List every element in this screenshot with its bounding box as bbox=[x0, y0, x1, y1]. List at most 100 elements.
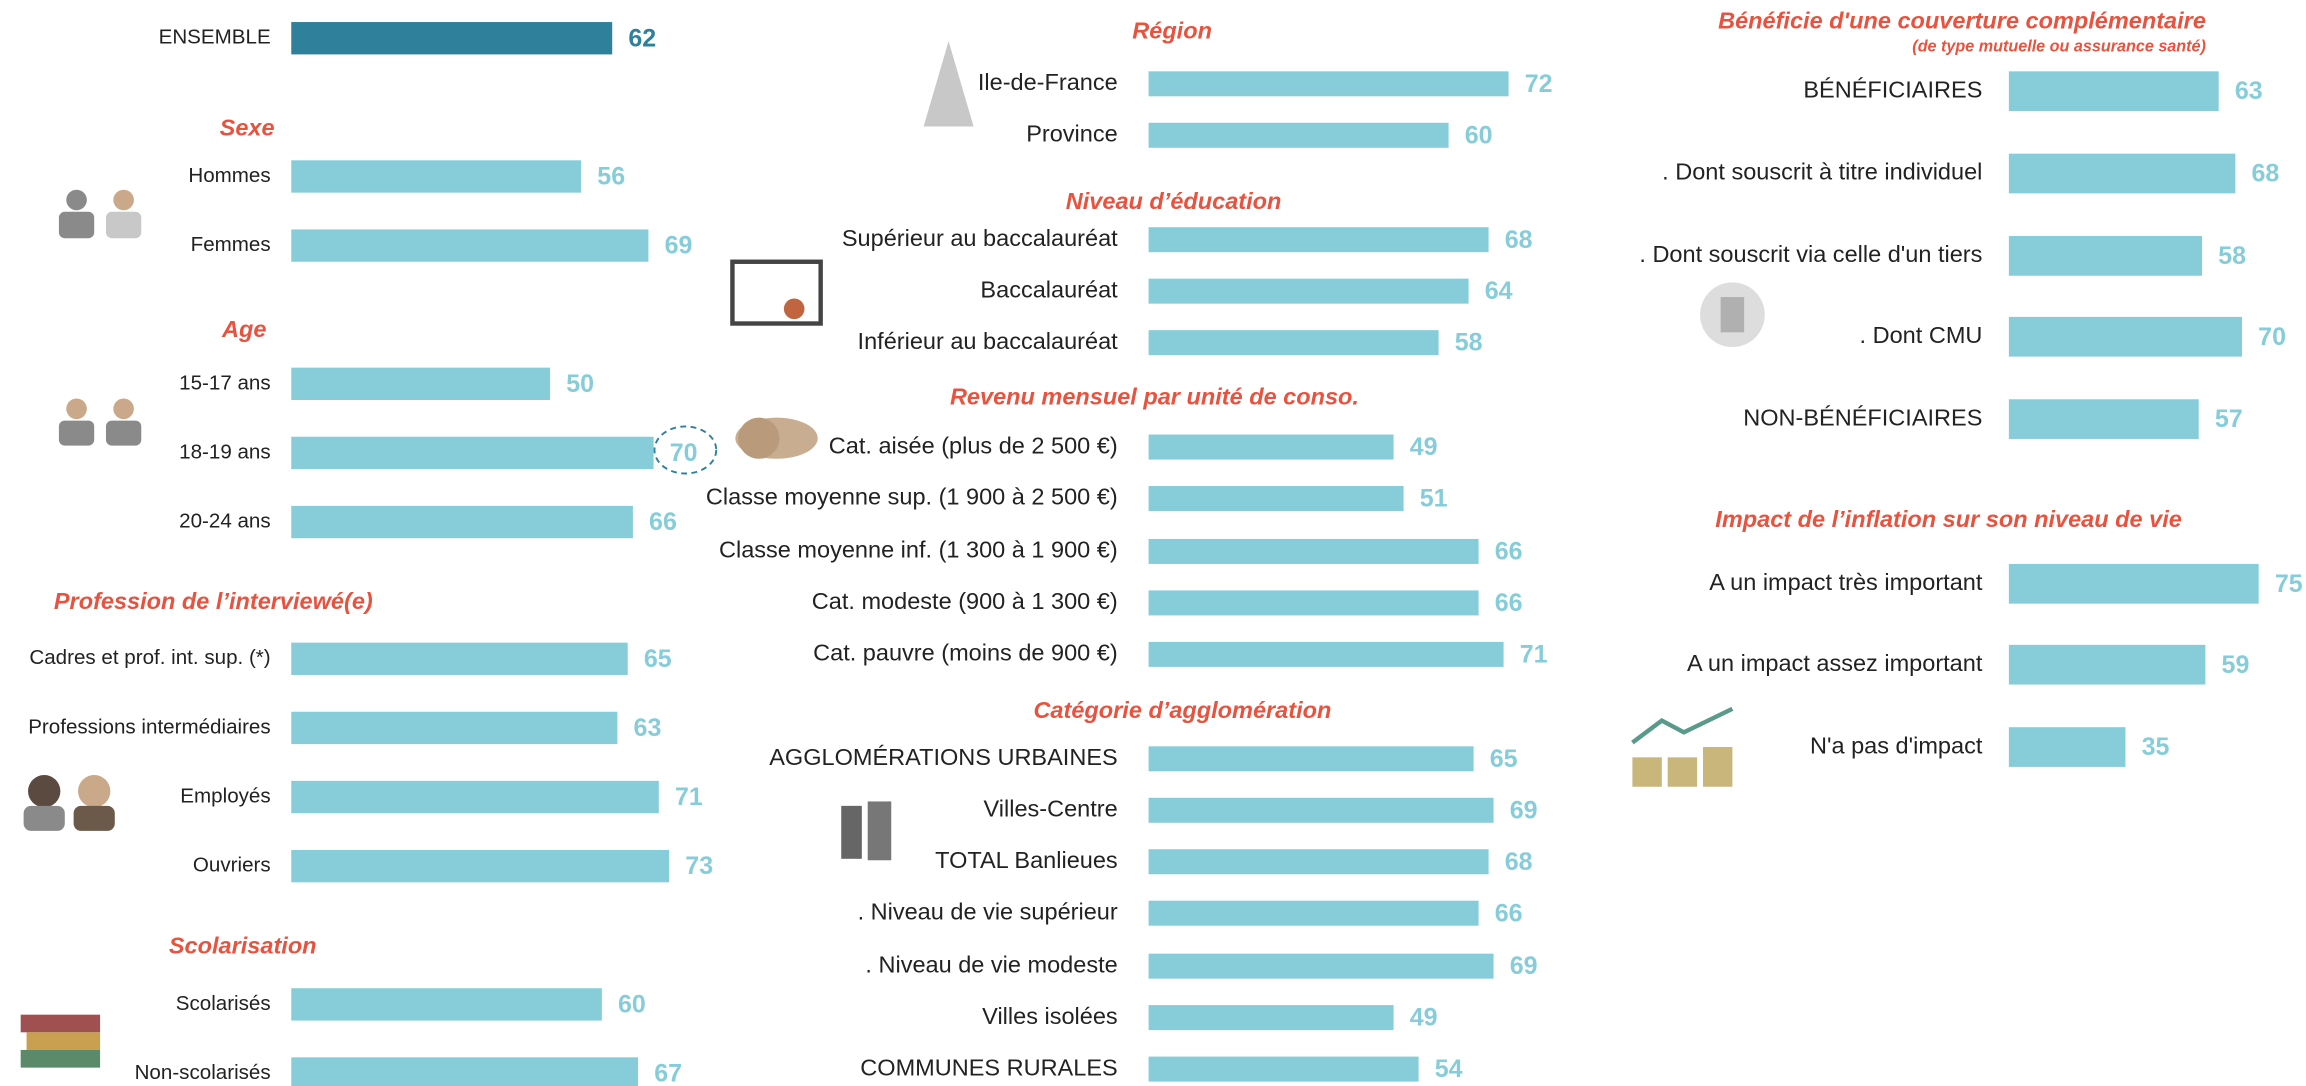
category-label: BÉNÉFICIAIRES bbox=[1803, 76, 1982, 102]
bar bbox=[291, 367, 551, 400]
bar bbox=[1148, 641, 1504, 667]
value-label: 63 bbox=[634, 714, 662, 742]
chart-title: Sexe bbox=[220, 115, 275, 141]
value-label: 49 bbox=[1410, 433, 1438, 461]
category-label: Baccalauréat bbox=[980, 276, 1118, 302]
chart-title: Profession de l’interviewé(e) bbox=[54, 588, 373, 614]
category-label: AGGLOMÉRATIONS URBAINES bbox=[769, 744, 1117, 770]
bar bbox=[1148, 434, 1394, 460]
value-label: 50 bbox=[566, 370, 594, 398]
icons bbox=[20, 41, 1765, 1068]
category-label: . Dont souscrit via celle d'un tiers bbox=[1639, 241, 1982, 267]
bar bbox=[291, 642, 628, 675]
value-label: 64 bbox=[1485, 277, 1513, 305]
category-label: . Niveau de vie supérieur bbox=[858, 898, 1118, 924]
category-label: Inférieur au baccalauréat bbox=[858, 328, 1119, 354]
bar bbox=[1148, 1056, 1419, 1082]
bar bbox=[1148, 71, 1509, 97]
category-label: . Dont souscrit à titre individuel bbox=[1662, 159, 1982, 185]
category-label: Province bbox=[1026, 121, 1118, 147]
category-label: Non-scolarisés bbox=[135, 1061, 271, 1084]
category-label: Femmes bbox=[191, 233, 271, 256]
category-label: Cat. pauvre (moins de 900 €) bbox=[813, 640, 1118, 666]
category-label: Ouvriers bbox=[193, 854, 271, 877]
category-label: N'a pas d'impact bbox=[1810, 732, 1983, 758]
highlight-circle bbox=[653, 425, 718, 475]
value-label: 68 bbox=[1505, 848, 1533, 876]
value-label: 35 bbox=[2142, 733, 2170, 761]
bar bbox=[1148, 1005, 1394, 1031]
chart-title: Revenu mensuel par unité de conso. bbox=[950, 384, 1359, 410]
bar bbox=[1148, 330, 1439, 356]
category-label: 18-19 ans bbox=[179, 440, 271, 463]
chart-title: Impact de l’inflation sur son niveau de … bbox=[1715, 506, 2182, 532]
value-label: 54 bbox=[1435, 1055, 1463, 1083]
category-label: . Dont CMU bbox=[1860, 322, 1983, 348]
bar bbox=[291, 22, 613, 55]
bar bbox=[1148, 900, 1479, 926]
value-label: 68 bbox=[2252, 160, 2280, 188]
category-label: Cat. modeste (900 à 1 300 €) bbox=[812, 588, 1118, 614]
category-label: Classe moyenne sup. (1 900 à 2 500 €) bbox=[706, 484, 1118, 510]
value-label: 69 bbox=[1510, 796, 1538, 824]
bar bbox=[2008, 563, 2259, 604]
category-label: NON-BÉNÉFICIAIRES bbox=[1743, 404, 1982, 430]
value-label: 62 bbox=[628, 24, 656, 52]
chart-title: Catégorie d’agglomération bbox=[1033, 697, 1331, 723]
chart-title: Niveau d’éducation bbox=[1066, 188, 1282, 214]
value-label: 66 bbox=[649, 508, 677, 536]
bar bbox=[291, 505, 633, 539]
value-label: 72 bbox=[1525, 70, 1553, 98]
value-label: 58 bbox=[1455, 329, 1483, 357]
category-label: Ile-de-France bbox=[978, 69, 1118, 95]
category-label: Villes isolées bbox=[982, 1003, 1118, 1029]
bar bbox=[2008, 727, 2126, 767]
bar bbox=[1148, 953, 1494, 979]
chart-title: Scolarisation bbox=[169, 932, 317, 958]
chart-title: Bénéficie d'une couverture complémentair… bbox=[1718, 7, 2206, 33]
category-label: Cat. aisée (plus de 2 500 €) bbox=[829, 432, 1118, 458]
bar bbox=[291, 849, 670, 883]
bar bbox=[1148, 797, 1494, 823]
category-label: A un impact très important bbox=[1709, 569, 1983, 595]
value-label: 58 bbox=[2218, 242, 2246, 270]
chart-title: Région bbox=[1132, 18, 1212, 44]
bar bbox=[2008, 644, 2206, 685]
category-label: 15-17 ans bbox=[179, 371, 271, 394]
bar bbox=[1148, 746, 1474, 772]
bar bbox=[1148, 227, 1489, 253]
bar bbox=[1148, 122, 1449, 148]
category-label: Classe moyenne inf. (1 300 à 1 900 €) bbox=[719, 537, 1118, 563]
value-label: 65 bbox=[644, 645, 672, 673]
category-label: . Niveau de vie modeste bbox=[865, 951, 1117, 977]
category-label: Employés bbox=[180, 784, 270, 807]
value-label: 70 bbox=[2258, 323, 2286, 351]
category-label: A un impact assez important bbox=[1687, 650, 1983, 676]
bar bbox=[1148, 278, 1469, 304]
category-label: Villes-Centre bbox=[984, 795, 1118, 821]
value-label: 75 bbox=[2275, 570, 2303, 598]
bar bbox=[291, 160, 582, 193]
bar bbox=[291, 1057, 639, 1086]
bar bbox=[1148, 849, 1489, 875]
bar bbox=[291, 436, 654, 470]
bar bbox=[291, 229, 649, 262]
bar bbox=[2008, 153, 2236, 194]
value-label: 69 bbox=[1510, 952, 1538, 980]
value-label: 65 bbox=[1490, 745, 1518, 773]
value-label: 57 bbox=[2215, 405, 2243, 433]
value-label: 60 bbox=[1465, 121, 1493, 149]
value-label: 71 bbox=[675, 783, 703, 811]
value-label: 63 bbox=[2235, 77, 2263, 105]
bar bbox=[1148, 590, 1479, 616]
value-label: 67 bbox=[654, 1060, 682, 1086]
value-label: 68 bbox=[1505, 226, 1533, 254]
value-label: 60 bbox=[618, 990, 646, 1018]
category-label: Cadres et prof. int. sup. (*) bbox=[29, 646, 270, 669]
category-label: Hommes bbox=[188, 164, 270, 187]
bar bbox=[291, 711, 618, 745]
value-label: 56 bbox=[597, 163, 625, 191]
value-label: 73 bbox=[685, 852, 713, 880]
bar bbox=[1148, 486, 1404, 512]
